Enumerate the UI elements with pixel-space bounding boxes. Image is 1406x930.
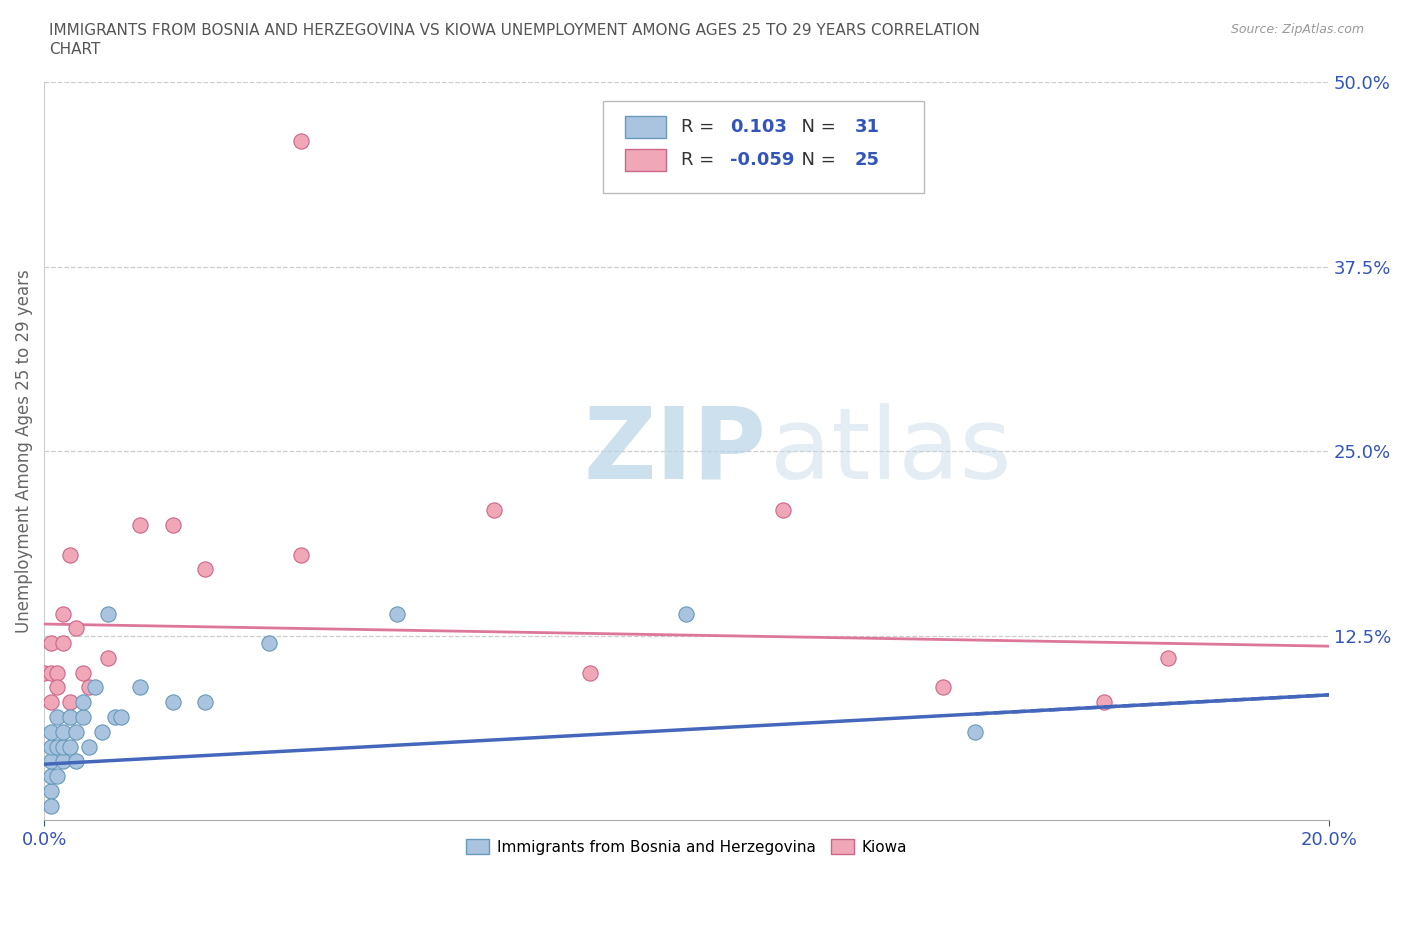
Immigrants from Bosnia and Herzegovina	[84, 680, 107, 695]
Immigrants from Bosnia and Herzegovina	[39, 724, 62, 739]
Text: IMMIGRANTS FROM BOSNIA AND HERZEGOVINA VS KIOWA UNEMPLOYMENT AMONG AGES 25 TO 29: IMMIGRANTS FROM BOSNIA AND HERZEGOVINA V…	[49, 23, 980, 38]
Text: -0.059: -0.059	[730, 151, 794, 169]
FancyBboxPatch shape	[624, 115, 666, 138]
Kiowa	[97, 650, 120, 665]
Immigrants from Bosnia and Herzegovina	[387, 606, 409, 621]
Immigrants from Bosnia and Herzegovina	[90, 724, 112, 739]
Kiowa	[52, 636, 75, 651]
Kiowa	[46, 680, 69, 695]
Kiowa	[77, 680, 100, 695]
Immigrants from Bosnia and Herzegovina	[52, 739, 75, 754]
Immigrants from Bosnia and Herzegovina	[65, 754, 87, 769]
Kiowa	[1157, 650, 1180, 665]
Text: 0.103: 0.103	[730, 118, 787, 136]
Immigrants from Bosnia and Herzegovina	[39, 783, 62, 798]
Kiowa	[194, 562, 217, 577]
Kiowa	[65, 621, 87, 636]
Immigrants from Bosnia and Herzegovina	[162, 695, 184, 710]
Immigrants from Bosnia and Herzegovina	[39, 768, 62, 783]
Kiowa	[290, 134, 312, 149]
Immigrants from Bosnia and Herzegovina	[39, 798, 62, 813]
Immigrants from Bosnia and Herzegovina	[46, 710, 69, 724]
Text: Source: ZipAtlas.com: Source: ZipAtlas.com	[1230, 23, 1364, 36]
Kiowa	[39, 636, 62, 651]
Kiowa	[129, 518, 152, 533]
Immigrants from Bosnia and Herzegovina	[675, 606, 697, 621]
Text: N =: N =	[790, 118, 842, 136]
Kiowa	[32, 665, 55, 680]
Immigrants from Bosnia and Herzegovina	[59, 739, 82, 754]
Kiowa	[162, 518, 184, 533]
Y-axis label: Unemployment Among Ages 25 to 29 years: Unemployment Among Ages 25 to 29 years	[15, 270, 32, 633]
Text: ZIP: ZIP	[583, 403, 766, 499]
Immigrants from Bosnia and Herzegovina	[72, 710, 94, 724]
Immigrants from Bosnia and Herzegovina	[104, 710, 127, 724]
Immigrants from Bosnia and Herzegovina	[39, 739, 62, 754]
Text: 25: 25	[855, 151, 880, 169]
Immigrants from Bosnia and Herzegovina	[257, 636, 280, 651]
Kiowa	[39, 695, 62, 710]
Kiowa	[39, 665, 62, 680]
Immigrants from Bosnia and Herzegovina	[52, 754, 75, 769]
Text: R =: R =	[682, 118, 720, 136]
Kiowa	[1092, 695, 1115, 710]
Immigrants from Bosnia and Herzegovina	[72, 695, 94, 710]
Immigrants from Bosnia and Herzegovina	[194, 695, 217, 710]
FancyBboxPatch shape	[624, 149, 666, 171]
Text: atlas: atlas	[770, 403, 1011, 499]
Kiowa	[482, 503, 505, 518]
FancyBboxPatch shape	[603, 100, 924, 193]
Text: 31: 31	[855, 118, 880, 136]
Kiowa	[290, 547, 312, 562]
Legend: Immigrants from Bosnia and Herzegovina, Kiowa: Immigrants from Bosnia and Herzegovina, …	[460, 833, 912, 860]
Text: N =: N =	[790, 151, 842, 169]
Immigrants from Bosnia and Herzegovina	[46, 739, 69, 754]
Kiowa	[932, 680, 955, 695]
Immigrants from Bosnia and Herzegovina	[77, 739, 100, 754]
Kiowa	[772, 503, 794, 518]
Immigrants from Bosnia and Herzegovina	[39, 754, 62, 769]
Immigrants from Bosnia and Herzegovina	[965, 724, 987, 739]
Immigrants from Bosnia and Herzegovina	[129, 680, 152, 695]
Kiowa	[52, 606, 75, 621]
Immigrants from Bosnia and Herzegovina	[97, 606, 120, 621]
Kiowa	[46, 665, 69, 680]
Text: R =: R =	[682, 151, 720, 169]
Text: CHART: CHART	[49, 42, 101, 57]
Immigrants from Bosnia and Herzegovina	[110, 710, 132, 724]
Kiowa	[59, 695, 82, 710]
Kiowa	[579, 665, 602, 680]
Immigrants from Bosnia and Herzegovina	[46, 768, 69, 783]
Kiowa	[59, 547, 82, 562]
Immigrants from Bosnia and Herzegovina	[52, 724, 75, 739]
Immigrants from Bosnia and Herzegovina	[65, 724, 87, 739]
Kiowa	[72, 665, 94, 680]
Immigrants from Bosnia and Herzegovina	[59, 710, 82, 724]
